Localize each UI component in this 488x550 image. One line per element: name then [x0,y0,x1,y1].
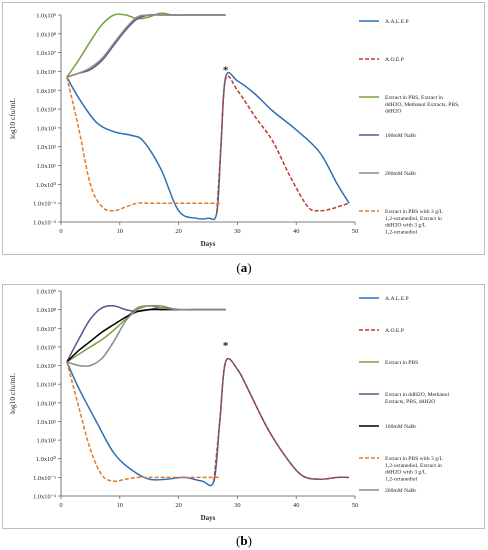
series-line [66,304,226,363]
y-tick-label: 1.0x10⁴ [36,107,57,114]
legend-label-line: 1,2-octanediol [385,476,418,482]
y-tick-label: 1.0x10⁶ [36,69,56,76]
y-tick-label: 1.0x10⁵ [36,88,56,95]
series-line [66,361,220,482]
legend-label: 100mM NaBr [385,133,416,139]
y-tick-label: 1.0x10⁻² [33,220,56,227]
y-axis-label: log10 cfu/mL [8,373,17,414]
legend-label: Extract in PBS with 3 g/L 1,2-octanediol,… [385,456,444,482]
x-tick-label: 0 [59,228,62,235]
legend-label: Extract in PBS, Extract in ddH2O, Methano… [385,95,460,115]
legend-label-line: 100mM NaBr [385,424,416,430]
y-tick-label: 1.0x10⁸ [36,307,56,314]
chart-a-svg: 1.0x10⁻² 1.0x10⁻¹ 1.0x10⁰ 1.0x10¹ 1.0x10² 1.0… [8,12,460,248]
legend-label-line: 100mM NaBr [385,133,416,139]
y-tick-label: 1.0x10⁰ [36,182,57,189]
legend-label: A.O.E.P [385,57,404,63]
legend-label-line: 1,2-octanediol [385,229,418,235]
legend-label: A.O.E.P [385,328,404,334]
series-line [216,75,350,213]
y-tick-label: 1.0x10³ [37,125,57,132]
y-tick-label: 1.0x10⁹ [36,13,57,20]
series-line [66,305,226,363]
y-tick-label: 1.0x10⁻² [33,494,56,501]
series-line [66,305,226,368]
x-axis-label: Days [201,514,216,522]
y-tick-label: 1.0x10⁴ [36,382,57,389]
y-tick-label: 1.0x10⁹ [36,289,57,296]
legend-label: 100mM NaBr [385,424,416,430]
x-tick-label: 40 [293,228,299,235]
series-line [66,76,220,212]
series-line [66,71,350,221]
x-tick-label: 30 [234,228,240,235]
series-line [66,357,350,487]
legend-label-line: Extract in PBS, Extract in [385,95,443,101]
legend-label-line: 200mM NaBr [385,488,416,494]
chart-panel-a: 1.0x10⁻² 1.0x10⁻¹ 1.0x10⁰ 1.0x10¹ 1.0x10² 1.0… [2,2,485,255]
legend-label-line: Extract in PBS with 3 g/L [385,456,444,462]
legend-label: Extract in ddH2O, Methanol Extracts, PBS,… [385,392,449,405]
y-tick-label: 1.0x10⁻¹ [33,475,56,482]
legend-label: A.A.L.E.P [385,19,409,25]
y-tick-label: 1.0x10⁸ [36,31,56,38]
legend-label: Extract in PBS [385,360,418,366]
legend-label-line: A.O.E.P [385,57,404,63]
y-tick-label: 1.0x10⁰ [36,456,57,463]
chart-b-svg: 1.0x10⁻² 1.0x10⁻¹ 1.0x10⁰ 1.0x10¹ 1.0x10² 1.0… [8,289,449,523]
y-tick-label: 1.0x10⁷ [36,326,56,333]
x-axis-label: Days [201,240,216,248]
legend-label-line: ddH2O, Methanol Extracts, PBS, [385,102,460,108]
x-tick-label: 0 [59,502,62,509]
x-tick-label: 20 [175,502,181,509]
y-tick-label: 1.0x10⁵ [36,363,56,370]
legend-label-line: ddH2O with 3 g/L [385,470,427,476]
legend-label-line: A.O.E.P [385,328,404,334]
legend-label: 200mM NaBr [385,171,416,177]
y-axis-label: log10 cfu/mL [8,98,17,139]
y-tick-label: 1.0x10⁷ [36,50,56,57]
chart-panel-b: 1.0x10⁻² 1.0x10⁻¹ 1.0x10⁰ 1.0x10¹ 1.0x10² 1.0… [2,284,485,529]
caption-a: (a) [236,260,252,275]
legend-label-line: 1,2-octanediol, Extract in [385,463,442,469]
series-line [66,308,226,363]
y-tick-label: 1.0x10² [37,144,57,151]
x-tick-label: 10 [117,502,123,509]
chart-annotation: * [223,64,229,76]
y-tick-label: 1.0x10⁻¹ [33,201,56,208]
x-tick-label: 50 [352,228,358,235]
legend-label: 200mM NaBr [385,488,416,494]
legend-label-line: ddH2O with 3 g/L [385,223,427,229]
caption-b: (b) [236,533,252,548]
x-tick-label: 40 [293,502,299,509]
legend-label-line: 1,2-octanediol, Extract in [385,216,442,222]
legend-label-line: Extracts, PBS, ddH2O [385,399,435,405]
legend-label-line: A.A.L.E.P [385,19,409,25]
y-tick-label: 1.0x10¹ [37,163,57,170]
x-tick-label: 50 [352,502,358,509]
legend-label-line: ddH2O [385,109,401,115]
x-tick-label: 10 [117,228,123,235]
legend-label: A.A.L.E.P [385,296,409,302]
legend-label-line: Extract in PBS with 3 g/L [385,209,444,215]
legend-label-line: Extract in ddH2O, Methanol [385,392,449,398]
legend-label-line: A.A.L.E.P [385,296,409,302]
series-line [66,14,226,78]
legend-label-line: Extract in PBS [385,360,418,366]
x-tick-label: 30 [234,502,240,509]
x-tick-label: 20 [175,228,181,235]
legend-label-line: 200mM NaBr [385,171,416,177]
y-tick-label: 1.0x10² [37,419,57,426]
series-line [213,357,350,482]
y-tick-label: 1.0x10¹ [37,438,57,445]
legend-label: Extract in PBS with 3 g/L 1,2-octanediol,… [385,209,444,235]
chart-annotation: * [223,340,229,352]
y-tick-label: 1.0x10³ [37,400,57,407]
y-tick-label: 1.0x10⁶ [36,344,56,351]
